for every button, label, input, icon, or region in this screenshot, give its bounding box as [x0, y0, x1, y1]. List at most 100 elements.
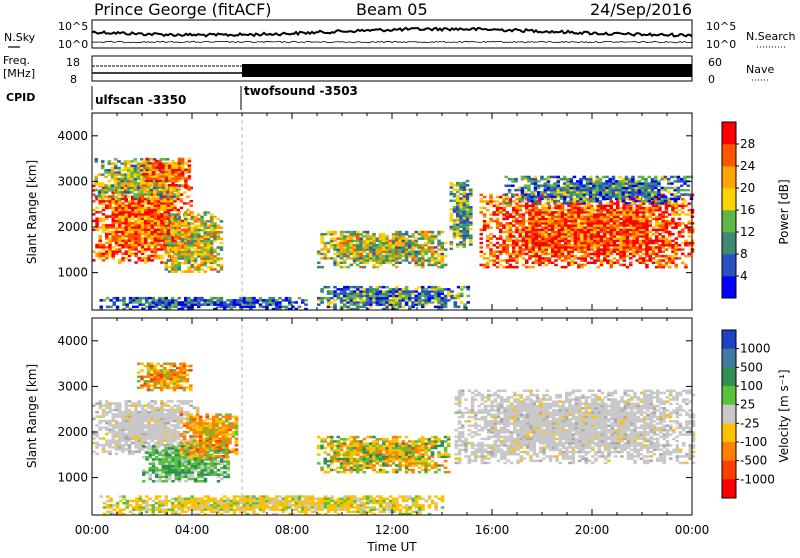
power-cell	[191, 299, 195, 302]
power-cell	[121, 178, 125, 181]
power-cell	[207, 242, 211, 245]
power-cell	[135, 306, 139, 309]
power-cell	[181, 162, 185, 165]
power-cell	[580, 237, 584, 240]
power-cell	[638, 193, 642, 196]
power-cell	[164, 231, 168, 234]
power-cell	[101, 160, 105, 163]
power-cell	[171, 180, 175, 183]
power-cell	[102, 207, 106, 210]
power-cell	[564, 216, 568, 219]
power-cell	[114, 176, 118, 179]
power-cell	[187, 233, 191, 236]
power-cell	[118, 248, 122, 251]
power-cell	[688, 202, 692, 205]
power-cell	[528, 255, 532, 258]
power-cell	[178, 173, 182, 176]
power-cell	[118, 207, 122, 210]
power-cell	[395, 255, 399, 258]
power-cell	[191, 244, 195, 247]
power-cell	[398, 242, 402, 245]
power-cell	[184, 162, 188, 165]
power-colorbar-swatch	[722, 276, 736, 298]
power-cell	[184, 262, 188, 265]
power-cell	[213, 222, 217, 225]
power-cell	[616, 246, 620, 249]
power-cell	[434, 251, 438, 254]
power-cell	[285, 299, 289, 302]
power-cell	[117, 198, 121, 201]
power-cell	[121, 191, 125, 194]
power-cell	[612, 187, 616, 190]
power-cell	[171, 306, 175, 309]
power-cell	[128, 220, 132, 223]
power-cell	[191, 264, 195, 267]
power-cell	[152, 175, 156, 178]
power-cell	[174, 225, 178, 228]
power-cell	[639, 262, 643, 265]
power-cell	[140, 193, 144, 196]
power-cell	[145, 299, 149, 302]
power-cell	[512, 216, 516, 219]
power-cell	[376, 246, 380, 249]
power-cell	[376, 262, 380, 265]
power-cell	[550, 176, 554, 179]
power-cell	[144, 250, 148, 253]
power-cell	[587, 235, 591, 238]
power-cell	[642, 220, 646, 223]
power-cell	[548, 240, 552, 243]
power-cell	[548, 211, 552, 214]
power-cell	[493, 235, 497, 238]
power-cell	[135, 299, 139, 302]
power-colorbar-tick-label: 8	[740, 247, 748, 261]
power-cell	[662, 211, 666, 214]
power-cell	[149, 173, 153, 176]
power-cell	[272, 297, 276, 300]
power-cell	[639, 257, 643, 260]
power-cell	[553, 198, 557, 201]
power-cell	[453, 210, 457, 213]
power-cell	[459, 197, 463, 200]
power-cell	[590, 213, 594, 216]
power-cell	[583, 202, 587, 205]
power-cell	[522, 248, 526, 251]
power-cell	[603, 222, 607, 225]
power-cell	[210, 225, 214, 228]
power-cell	[125, 204, 129, 207]
power-cell	[108, 231, 112, 234]
power-cell	[639, 222, 643, 225]
power-cell	[350, 253, 354, 256]
power-cell	[369, 288, 373, 291]
power-cell	[584, 257, 588, 260]
power-cell	[160, 207, 164, 210]
power-cell	[207, 262, 211, 265]
power-cell	[116, 299, 120, 302]
power-cell	[600, 264, 604, 267]
power-cell	[421, 251, 425, 254]
power-cell	[131, 202, 135, 205]
power-cell	[489, 255, 493, 258]
velocity-cell	[95, 453, 99, 456]
power-cell	[541, 207, 545, 210]
power-cell	[675, 264, 679, 267]
power-cell	[356, 259, 360, 262]
power-cell	[178, 297, 182, 300]
power-cell	[411, 240, 415, 243]
power-cell	[385, 303, 389, 306]
velocity-cell	[92, 437, 96, 440]
power-cell	[512, 244, 516, 247]
power-cell	[174, 299, 178, 302]
power-cell	[655, 262, 659, 265]
power-cell	[537, 202, 541, 205]
power-cell	[603, 213, 607, 216]
power-cell	[256, 299, 260, 302]
power-cell	[402, 244, 406, 247]
power-cell	[160, 200, 164, 203]
power-cell	[668, 233, 672, 236]
power-cell	[596, 180, 600, 183]
power-cell	[496, 237, 500, 240]
power-cell	[554, 235, 558, 238]
power-cell	[174, 260, 178, 263]
power-cell	[376, 303, 380, 306]
power-cell	[600, 244, 604, 247]
